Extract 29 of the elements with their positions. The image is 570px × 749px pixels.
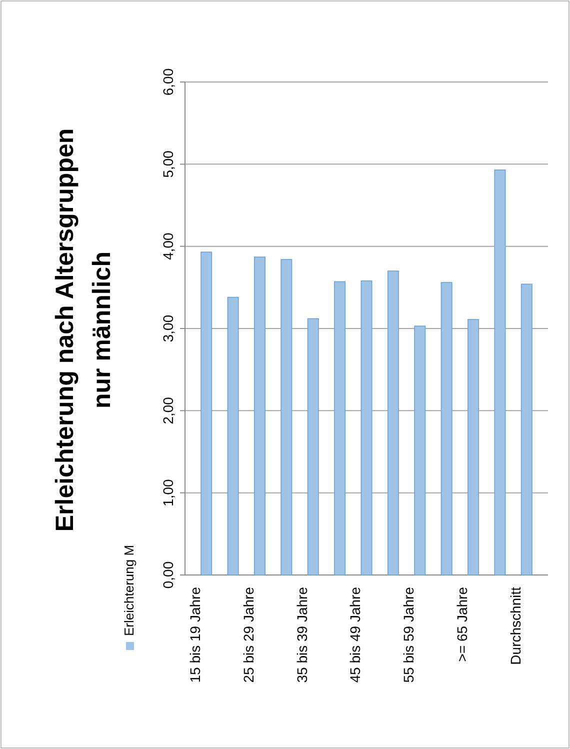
bar: [334, 281, 346, 576]
bar: [200, 252, 212, 576]
bar: [468, 319, 480, 576]
bar: [227, 296, 239, 576]
y-tick-label: 3,00: [160, 314, 176, 342]
x-tick-label: 55 bis 59 Jahre: [400, 586, 417, 683]
bar: [387, 270, 399, 576]
y-tick-label: 0,00: [160, 561, 176, 589]
x-tick-label: >= 65 Jahre: [454, 586, 470, 662]
y-tick-label: 2,00: [160, 396, 176, 424]
x-tick-label: 15 bis 19 Jahre: [187, 586, 204, 683]
bar: [440, 282, 452, 576]
x-tick-label: 45 bis 49 Jahre: [347, 586, 364, 683]
text: Erleichterung nach Altersgruppen nur männlich: [51, 128, 116, 532]
x-tick-label: 25 bis 29 Jahre: [240, 586, 256, 683]
bar: [254, 256, 266, 576]
x-tick-label: Durchschnitt: [507, 586, 524, 665]
bar: [307, 318, 319, 576]
bar: [414, 326, 426, 576]
bar: [280, 259, 292, 576]
bar: [520, 284, 532, 576]
bar: [494, 170, 506, 576]
y-tick-label: 4,00: [160, 232, 176, 260]
x-tick-label: 35 bis 39 Jahre: [294, 586, 310, 683]
y-tick-label: 1,00: [160, 478, 176, 506]
y-tick-label: 5,00: [160, 150, 176, 178]
text: Erleichterung M: [121, 544, 136, 636]
y-tick-label: 6,00: [160, 68, 176, 96]
bar: [360, 280, 372, 576]
